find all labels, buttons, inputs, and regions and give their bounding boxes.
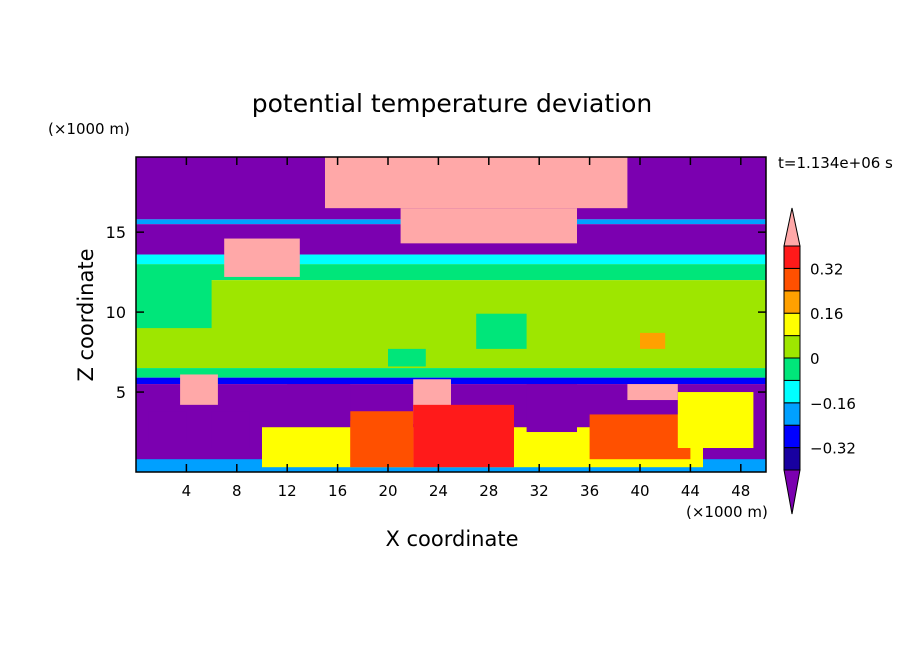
contour-region-24 [677,392,754,449]
x-tick-label: 44 [681,482,700,500]
y-tick-label: 10 [106,303,126,322]
colorbar-band [783,379,801,404]
colorbar-extend-max [783,207,801,247]
x-axis-unit: (×1000 m) [686,503,768,521]
contour-region-14 [476,313,527,349]
colorbar: 0.32 0.16 0 −0.16 −0.32 [783,207,856,515]
contour-region-13 [136,267,212,329]
chart-title: potential temperature deviation [252,89,652,118]
colorbar-extend-min [783,469,801,515]
contour-region-28 [287,384,351,421]
contour-region-27 [211,411,250,449]
contour-region-11 [400,208,577,244]
plot-frame [135,156,767,473]
x-axis: 4 8 12 16 20 24 28 32 36 40 44 48 [182,157,750,500]
x-tick-label: 4 [182,482,192,500]
contour-region-25 [526,384,577,433]
colorbar-tick-label: 0 [810,350,820,368]
y-axis-unit: (×1000 m) [48,120,130,138]
colorbar-band [783,447,801,471]
x-tick-label: 12 [278,482,297,500]
y-axis-label: Z coordinate [74,248,98,381]
contour-region-21 [350,411,414,468]
x-tick-label: 36 [580,482,599,500]
contour-region-16 [640,332,666,349]
colorbar-band [783,245,801,269]
x-tick-label: 28 [479,482,498,500]
x-tick-label: 24 [429,482,448,500]
x-tick-label: 16 [328,482,347,500]
time-label: t=1.134e+06 s [778,154,893,172]
contour-region-23 [589,414,691,460]
colorbar-band [783,424,801,449]
contour-region-12 [224,238,300,277]
contour-region-5 [136,280,766,369]
x-tick-label: 8 [232,482,242,500]
y-tick-label: 5 [116,383,126,402]
colorbar-tick-label: 0.32 [810,260,843,278]
colorbar-band [783,290,801,314]
x-tick-label: 48 [731,482,750,500]
x-tick-label: 32 [530,482,549,500]
colorbar-band [783,402,801,426]
y-axis: 5 10 15 [106,223,766,402]
colorbar-band [783,312,801,337]
colorbar-tick-label: 0.16 [810,305,843,323]
contour-region-6 [136,368,766,378]
x-axis-label: X coordinate [385,527,518,551]
contour-region-19 [627,384,678,401]
colorbar-band [783,335,801,359]
colorbar-tick-label: −0.32 [810,440,856,458]
y-tick-label: 15 [106,223,126,242]
x-tick-label: 40 [630,482,649,500]
x-tick-label: 20 [378,482,397,500]
contour-region-17 [180,374,218,405]
contour-field [136,157,766,472]
contour-region-15 [388,348,426,367]
colorbar-band [783,267,801,292]
contour-region-10 [325,157,628,209]
contour-region-3 [136,254,766,265]
contour-region-22 [413,404,514,468]
contour-region-26 [148,411,187,444]
colorbar-band [783,357,801,381]
colorbar-tick-label: −0.16 [810,395,856,413]
